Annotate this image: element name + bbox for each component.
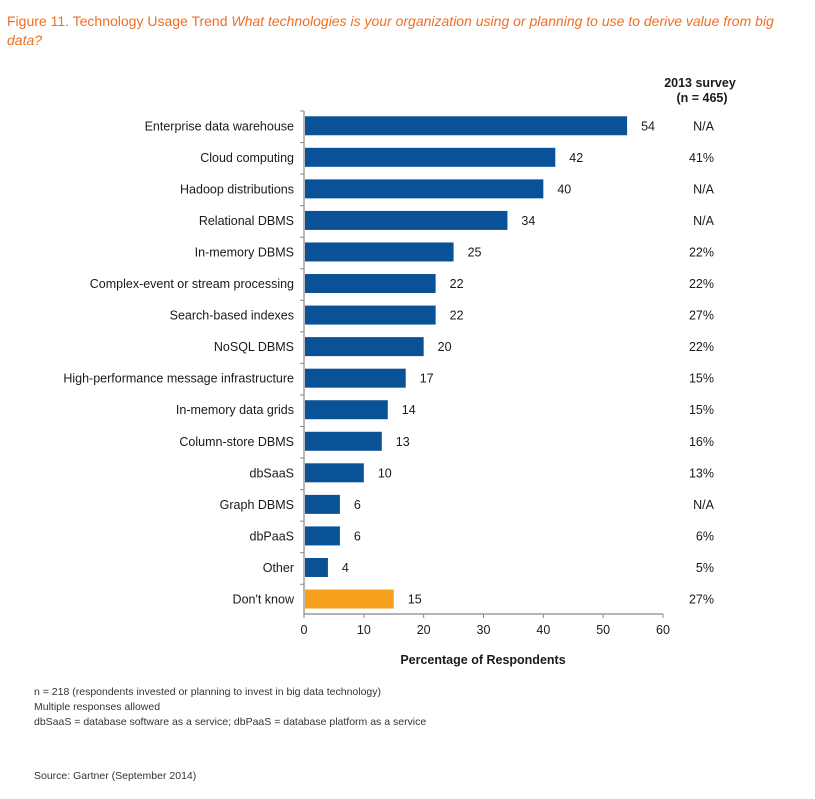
category-label: In-memory data grids bbox=[176, 403, 294, 417]
bar-13 bbox=[305, 526, 340, 546]
value-label: 42 bbox=[569, 151, 583, 165]
bar-chart: Enterprise data warehouse Cloud computing… bbox=[63, 76, 736, 667]
footnote-abbreviations: dbSaaS = database software as a service;… bbox=[34, 716, 427, 728]
bar-14 bbox=[305, 557, 328, 577]
value-label: 6 bbox=[354, 529, 361, 543]
category-label: Other bbox=[263, 561, 294, 575]
comparison-value: 27% bbox=[689, 593, 714, 607]
value-label: 25 bbox=[468, 245, 482, 259]
x-tick-label: 10 bbox=[357, 623, 371, 637]
category-label: dbSaaS bbox=[250, 466, 294, 480]
category-label: Search-based indexes bbox=[170, 309, 294, 323]
category-label: dbPaaS bbox=[250, 529, 294, 543]
footnote-sample-size: n = 218 (respondents invested or plannin… bbox=[34, 686, 382, 698]
comparison-value: N/A bbox=[693, 498, 715, 512]
figure-title-question: What technologies is your organization u… bbox=[7, 13, 774, 48]
comparison-value: 5% bbox=[696, 561, 714, 575]
x-axis-title: Percentage of Respondents bbox=[400, 653, 565, 667]
comparison-value: 13% bbox=[689, 466, 714, 480]
bar-12 bbox=[305, 494, 340, 514]
bar-6 bbox=[305, 305, 436, 325]
bar-1 bbox=[305, 147, 556, 167]
bar-15 bbox=[305, 589, 394, 609]
value-label: 34 bbox=[521, 214, 535, 228]
comparison-value: 41% bbox=[689, 151, 714, 165]
bar-9 bbox=[305, 400, 388, 420]
bar-5 bbox=[305, 274, 436, 294]
value-label: 54 bbox=[641, 119, 655, 133]
value-labels-group: 54 42 40 34 25 22 22 20 17 14 13 10 6 6 4 15 bbox=[342, 119, 655, 606]
comparison-value: N/A bbox=[693, 119, 715, 133]
comparison-value: 6% bbox=[696, 529, 714, 543]
value-label: 20 bbox=[438, 340, 452, 354]
comparison-value: 15% bbox=[689, 372, 714, 386]
x-tick-label: 60 bbox=[656, 623, 670, 637]
comparison-value: 16% bbox=[689, 435, 714, 449]
category-label: NoSQL DBMS bbox=[214, 340, 294, 354]
value-label: 15 bbox=[408, 593, 422, 607]
category-label: Enterprise data warehouse bbox=[145, 119, 294, 133]
category-label: In-memory DBMS bbox=[195, 245, 294, 259]
x-tick-label: 50 bbox=[596, 623, 610, 637]
bar-2 bbox=[305, 179, 544, 199]
bar-11 bbox=[305, 463, 364, 483]
bar-0 bbox=[305, 116, 628, 136]
category-label: Don't know bbox=[233, 593, 295, 607]
comparison-header-line1: 2013 survey bbox=[664, 76, 736, 90]
comparison-value: 22% bbox=[689, 340, 714, 354]
comparison-value: N/A bbox=[693, 182, 715, 196]
bar-3 bbox=[305, 210, 508, 230]
category-labels-group: Enterprise data warehouse Cloud computing… bbox=[63, 119, 295, 606]
bar-4 bbox=[305, 242, 454, 262]
value-label: 13 bbox=[396, 435, 410, 449]
comparison-value: N/A bbox=[693, 214, 715, 228]
bars-group bbox=[305, 116, 628, 609]
bar-10 bbox=[305, 431, 382, 451]
value-label: 6 bbox=[354, 498, 361, 512]
category-label: Cloud computing bbox=[200, 151, 294, 165]
value-label: 14 bbox=[402, 403, 416, 417]
comparison-header-line2: (n = 465) bbox=[676, 91, 727, 105]
x-tick-label: 0 bbox=[301, 623, 308, 637]
axes-group: 0 10 20 30 40 50 60 bbox=[300, 110, 670, 637]
footnotes: n = 218 (respondents invested or plannin… bbox=[34, 685, 426, 730]
value-label: 22 bbox=[450, 309, 464, 323]
category-label: Complex-event or stream processing bbox=[90, 277, 294, 291]
comparison-value: 22% bbox=[689, 277, 714, 291]
value-label: 40 bbox=[557, 182, 571, 196]
bar-8 bbox=[305, 368, 406, 388]
value-label: 17 bbox=[420, 372, 434, 386]
category-label: High-performance message infrastructure bbox=[63, 372, 294, 386]
value-label: 4 bbox=[342, 561, 349, 575]
value-label: 10 bbox=[378, 466, 392, 480]
footnote-multiple-responses: Multiple responses allowed bbox=[34, 701, 161, 713]
x-tick-label: 40 bbox=[536, 623, 550, 637]
source-note: Source: Gartner (September 2014) bbox=[34, 770, 197, 782]
category-label: Relational DBMS bbox=[199, 214, 294, 228]
value-label: 22 bbox=[450, 277, 464, 291]
category-label: Column-store DBMS bbox=[179, 435, 294, 449]
x-tick-label: 20 bbox=[417, 623, 431, 637]
comparison-value: 15% bbox=[689, 403, 714, 417]
bar-7 bbox=[305, 337, 424, 357]
category-label: Graph DBMS bbox=[220, 498, 294, 512]
figure-title-prefix: Figure 11. Technology Usage Trend bbox=[7, 13, 232, 29]
comparison-value: 27% bbox=[689, 309, 714, 323]
comparison-value: 22% bbox=[689, 245, 714, 259]
category-label: Hadoop distributions bbox=[180, 182, 294, 196]
figure-title: Figure 11. Technology Usage Trend What t… bbox=[7, 12, 807, 50]
x-tick-label: 30 bbox=[477, 623, 491, 637]
comparison-labels-group: N/A 41% N/A N/A 22% 22% 27% 22% 15% 15% 16% 13% N/A 6… bbox=[689, 119, 715, 606]
